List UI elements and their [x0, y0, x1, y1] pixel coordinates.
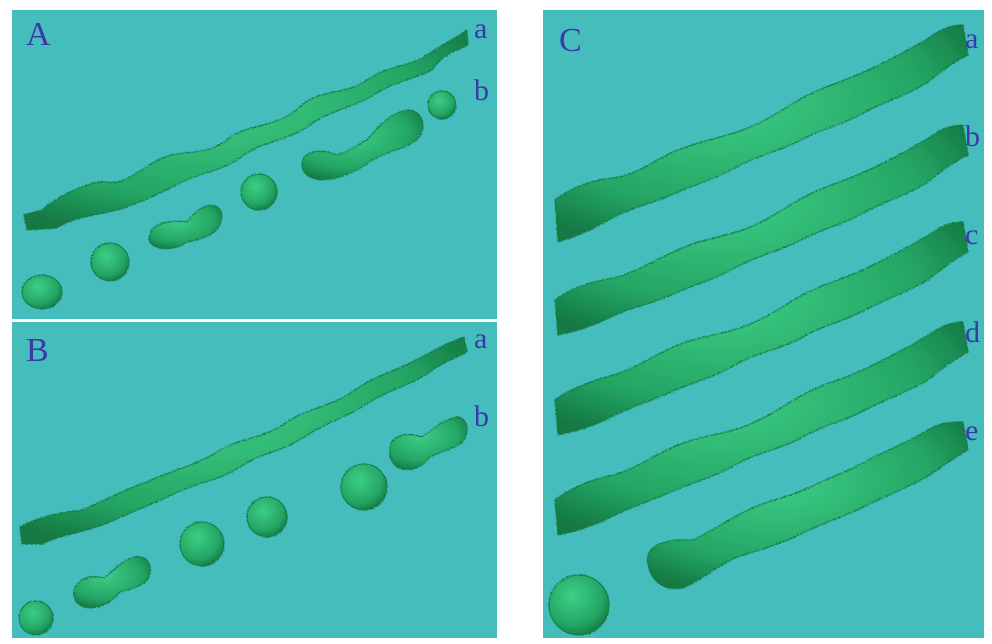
row-label-c-c: c	[965, 218, 979, 251]
filament-c-a	[554, 24, 969, 243]
fragment-b-b1	[389, 416, 468, 470]
droplet-b1	[427, 90, 457, 120]
row-label-c-e: e	[965, 414, 979, 447]
row-label-b-b: b	[474, 400, 489, 433]
row-label-c-a: a	[965, 22, 979, 55]
row-label-a-a: a	[474, 12, 488, 45]
panel-c-filaments	[548, 24, 969, 636]
droplet-c-f	[548, 574, 610, 636]
filament-c-d	[554, 321, 969, 536]
fragment-b2	[301, 109, 424, 181]
filament-c-b	[554, 124, 969, 336]
fragment-b4	[148, 204, 223, 250]
fragment-b-b5	[73, 556, 151, 609]
panel-b: B a b	[12, 322, 497, 638]
filament-a	[23, 29, 469, 231]
panel-c: C a b c d e	[543, 10, 984, 638]
panel-a: A a b	[12, 10, 497, 319]
panel-a-filaments	[21, 29, 469, 310]
droplet-b3	[240, 173, 278, 211]
filament-b-a	[19, 336, 468, 545]
droplet-b-b4	[179, 521, 225, 567]
droplet-b6	[21, 274, 63, 310]
droplet-b-b3	[246, 496, 288, 538]
row-label-b-a: a	[474, 322, 488, 355]
row-label-c-b: b	[965, 120, 980, 153]
panel-label-b: B	[26, 332, 49, 369]
row-label-a-b: b	[474, 74, 489, 107]
filament-c-c	[554, 221, 969, 436]
filament-c-e	[646, 421, 969, 590]
row-label-c-d: d	[965, 316, 980, 349]
panel-b-filaments	[18, 336, 468, 636]
panel-label-c: C	[559, 22, 582, 59]
droplet-b-b6	[18, 600, 54, 636]
panel-label-a: A	[26, 16, 51, 53]
droplet-b5	[90, 242, 130, 282]
droplet-b-b2	[340, 463, 388, 511]
